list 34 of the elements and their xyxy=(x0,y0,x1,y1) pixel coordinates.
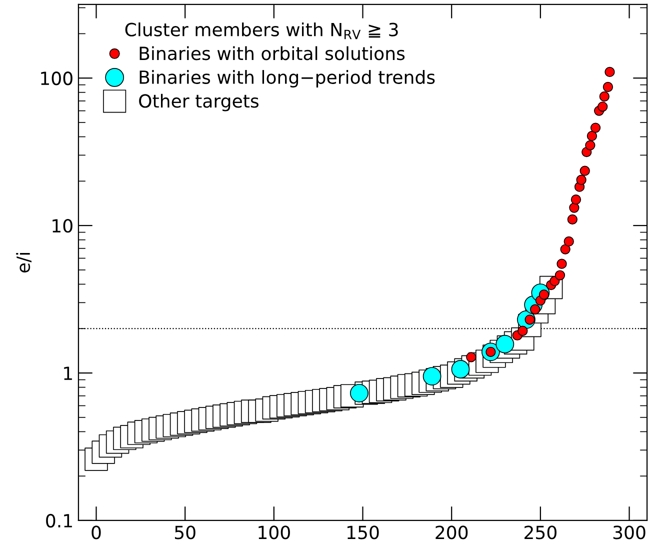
legend-label: Other targets xyxy=(139,94,258,112)
x-tick-label: 0 xyxy=(92,526,101,540)
legend-label: Binaries with long−period trends xyxy=(140,70,435,88)
point xyxy=(576,174,586,185)
x-tick-label: 150 xyxy=(348,526,379,540)
point xyxy=(569,202,580,213)
point xyxy=(518,326,528,336)
legend-title: Cluster members with N$_{RV}$ ≧ 3 xyxy=(125,22,398,40)
point xyxy=(585,140,596,150)
x-tick-label: 250 xyxy=(524,526,556,540)
point xyxy=(556,258,567,269)
legend-label: Binaries with orbital solutions xyxy=(140,46,405,60)
point xyxy=(586,130,598,142)
point xyxy=(564,236,574,247)
point xyxy=(466,352,476,362)
point xyxy=(567,214,578,225)
y-tick-label: 10 xyxy=(52,218,72,233)
point xyxy=(602,82,614,92)
x-tick-label: 200 xyxy=(436,526,468,540)
x-tick-label: 100 xyxy=(258,526,290,540)
point xyxy=(590,122,601,133)
y-tick-label: 0.1 xyxy=(46,514,72,528)
point xyxy=(554,270,566,280)
x-tick-label: 300 xyxy=(613,526,646,540)
point xyxy=(599,91,610,102)
point xyxy=(560,244,570,254)
x-tick-label: 50 xyxy=(174,526,196,540)
y-axis-title: e/i xyxy=(16,253,32,273)
point xyxy=(604,66,615,78)
point xyxy=(570,194,582,205)
point xyxy=(598,102,608,112)
y-tick-label: 1 xyxy=(64,366,72,380)
point xyxy=(580,166,590,176)
y-tick-label: 100 xyxy=(41,72,72,86)
